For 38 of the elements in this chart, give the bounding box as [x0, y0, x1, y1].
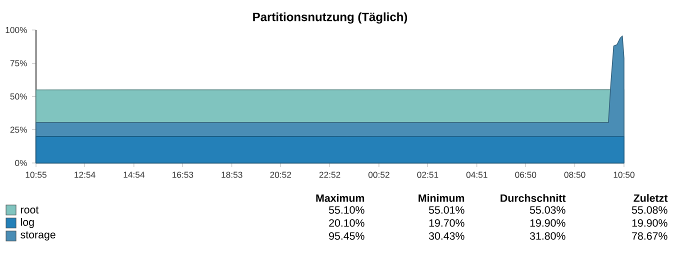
y-tick-label: 0%	[15, 160, 27, 166]
text: 30.43%	[428, 232, 464, 240]
text: 95.45%	[329, 232, 364, 240]
text: 19.90%	[530, 219, 566, 227]
x-tick-label: 04:51	[466, 172, 488, 178]
text: Minimum	[418, 194, 464, 202]
x-tick-label: 10:55	[26, 172, 46, 178]
x-tick-label: 08:50	[564, 172, 586, 178]
text: 78.67%	[632, 232, 668, 240]
text: Zuletzt	[634, 194, 668, 202]
legend-label: log	[20, 218, 34, 228]
y-tick-label: 100%	[6, 26, 27, 34]
text: 55.03%	[530, 206, 566, 214]
x-tick-label: 12:54	[74, 172, 96, 178]
text: 55.10%	[328, 206, 364, 214]
y-tick-label: 75%	[10, 60, 27, 66]
y-tick-label: 50%	[10, 93, 27, 100]
text: 19.90%	[632, 219, 668, 227]
x-tick-label: 18:53	[222, 172, 242, 178]
text: 19.70%	[429, 219, 464, 227]
text: Durchschnitt	[500, 194, 566, 202]
text: 20.10%	[329, 219, 364, 227]
text: Maximum	[316, 194, 364, 202]
legend-label: storage	[20, 231, 56, 241]
x-tick-label: 10:50	[614, 172, 634, 178]
x-tick-label: 20:52	[270, 172, 292, 178]
text: 55.01%	[428, 206, 464, 214]
chart-title: Partitionsnutzung (Täglich)	[253, 12, 408, 24]
x-tick-label: 14:54	[124, 172, 145, 178]
x-tick-label: 02:51	[417, 172, 438, 178]
x-tick-label: 06:50	[515, 172, 536, 178]
x-tick-label: 00:52	[368, 172, 390, 178]
x-tick-label: 22:52	[319, 172, 340, 178]
x-tick-label: 16:53	[172, 172, 194, 178]
text: 31.80%	[530, 232, 566, 240]
y-tick-label: 25%	[10, 126, 27, 133]
legend-label: root	[20, 206, 39, 214]
text: 55.08%	[632, 206, 668, 214]
